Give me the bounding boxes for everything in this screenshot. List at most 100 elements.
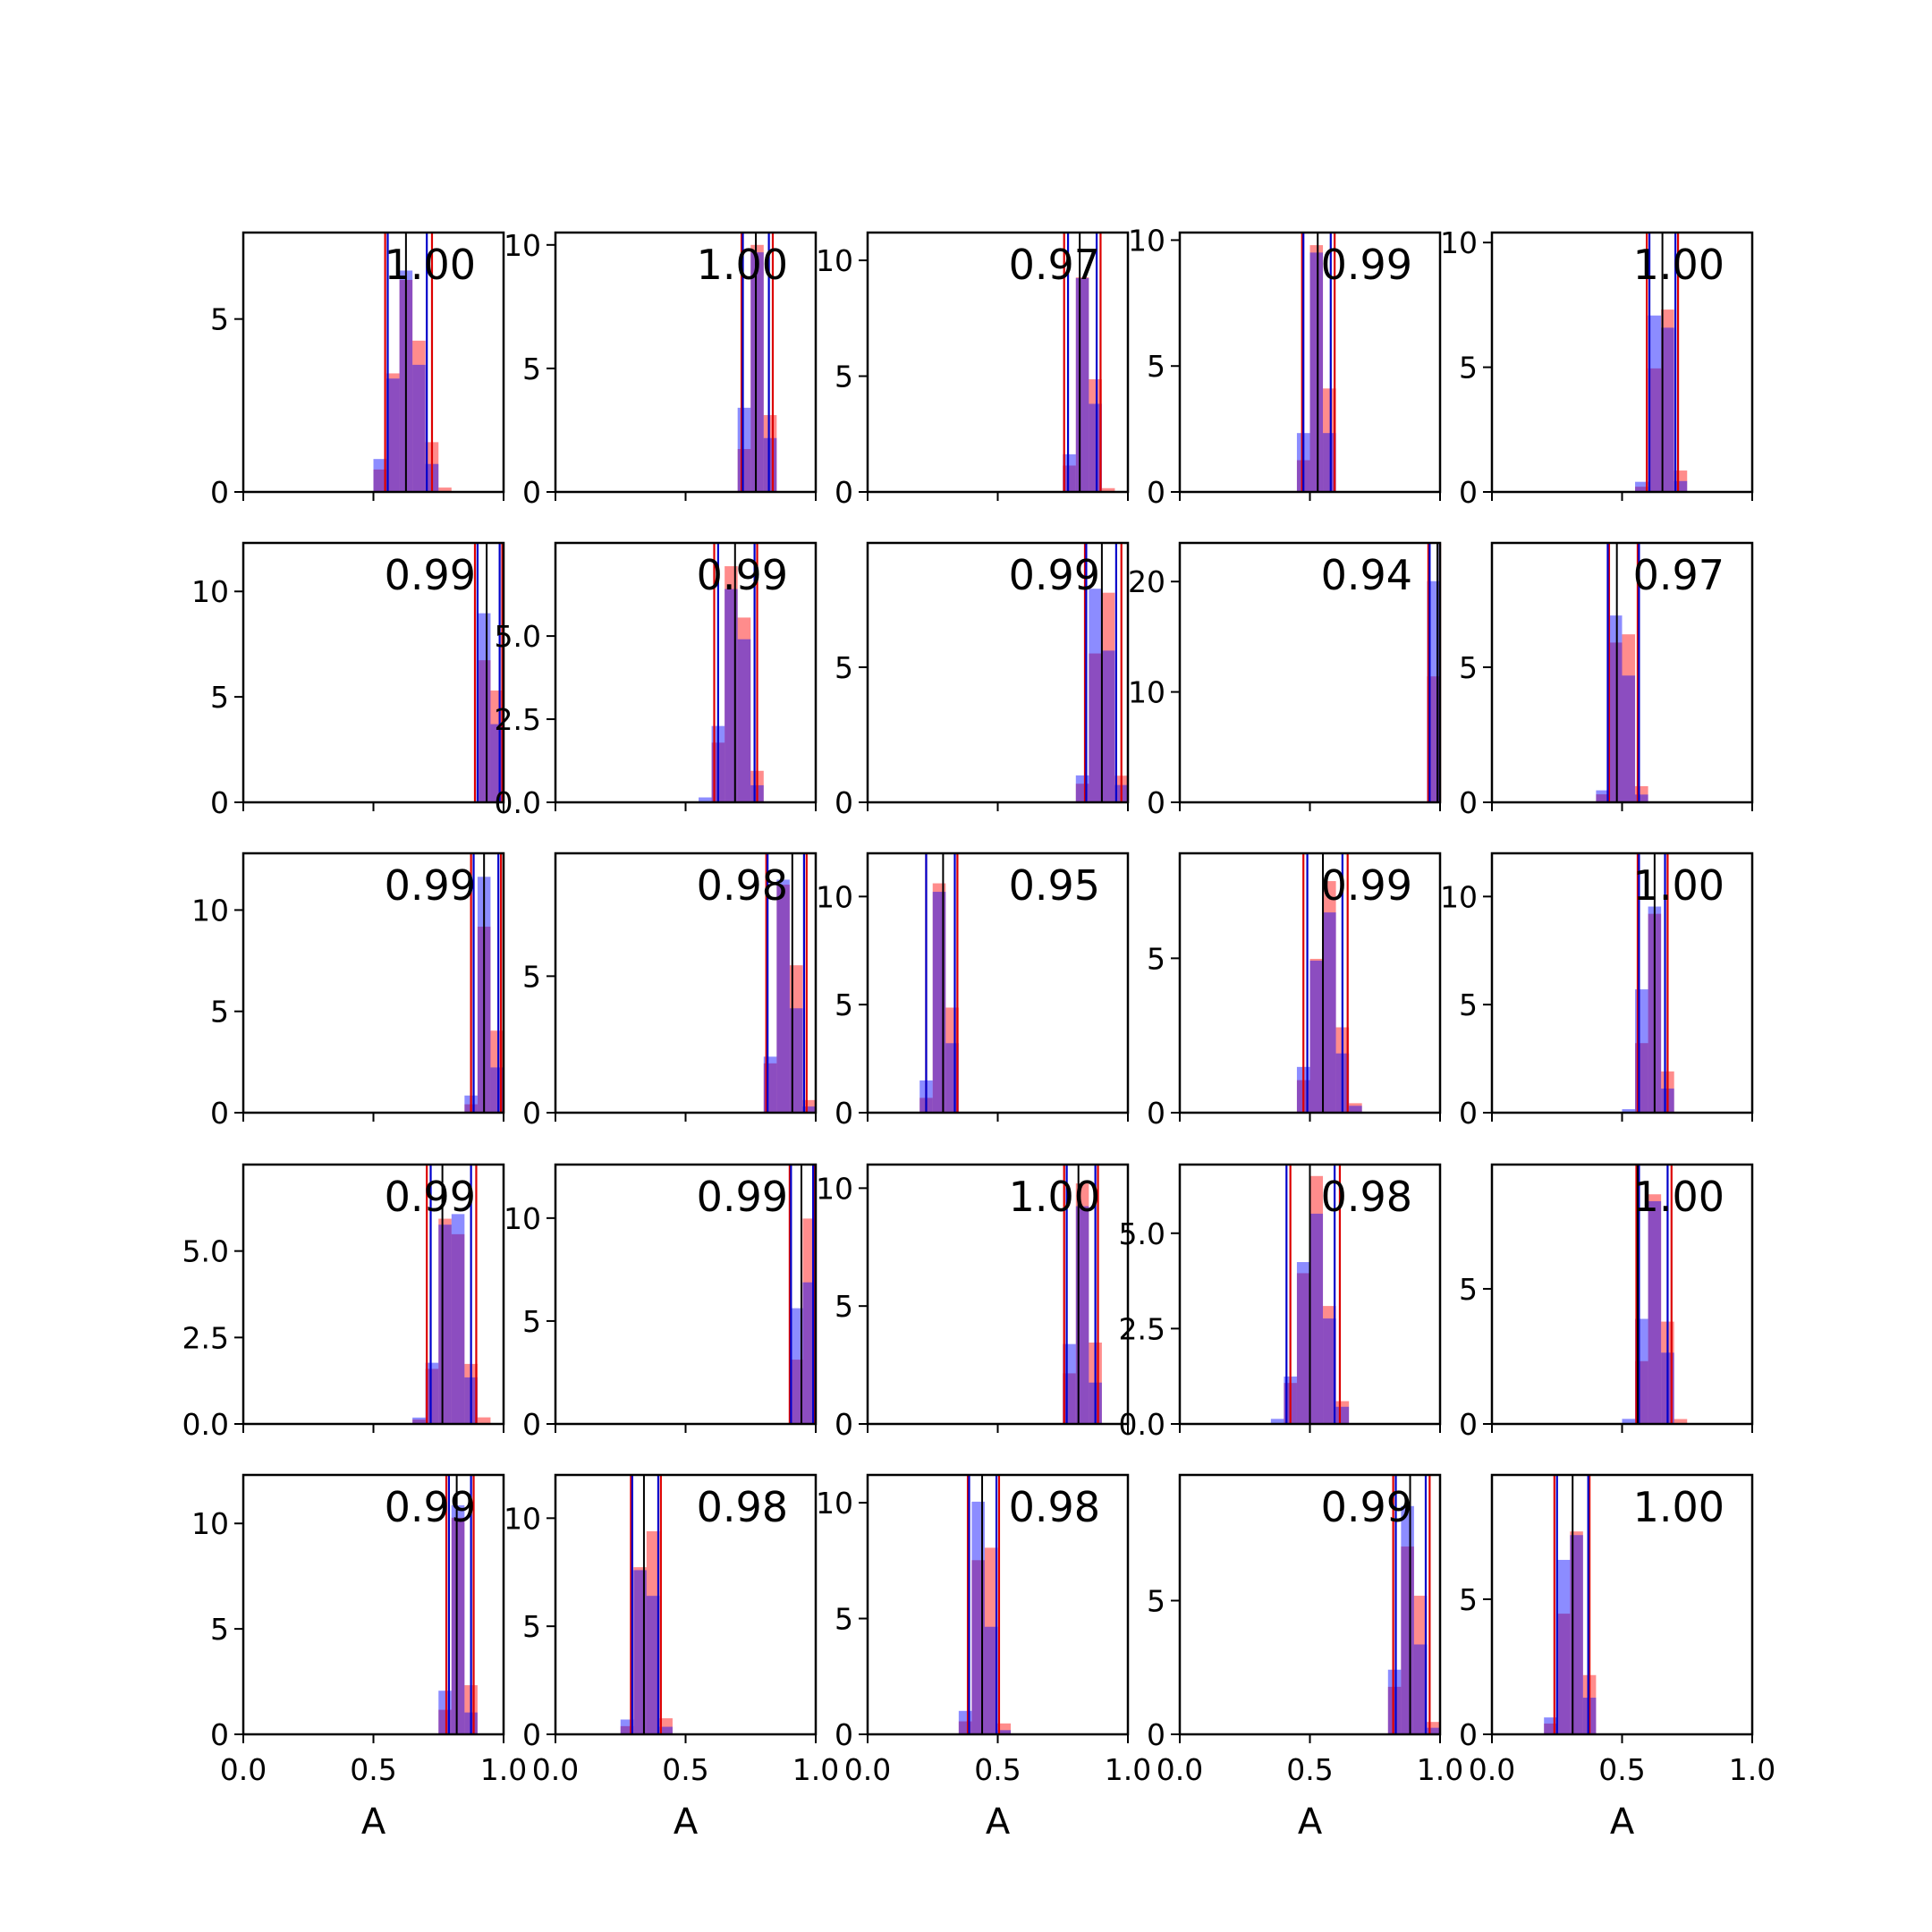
y-tick-label: 5: [1459, 1582, 1478, 1617]
y-tick-label: 0: [835, 1407, 853, 1442]
panel-3-1: 0 5 10 0.99: [191, 852, 505, 1131]
y-tick-label: 10: [816, 1486, 853, 1521]
blue-hist-bar: [438, 1224, 452, 1424]
y-tick-label: 0: [522, 1717, 541, 1752]
y-tick-label: 5: [522, 959, 541, 994]
blue-hist-bar: [1089, 403, 1102, 492]
y-tick-label: 0: [1147, 785, 1165, 820]
y-tick-label: 5: [522, 352, 541, 386]
blue-hist-bar: [1596, 790, 1609, 802]
y-tick-label: 5: [835, 987, 853, 1022]
y-tick-label: 5: [522, 1609, 541, 1644]
coverage-annotation: 0.97: [1633, 551, 1724, 599]
panel-1-1: 051.00: [210, 231, 505, 510]
red-hist-bar: [1309, 1175, 1324, 1424]
y-tick-label: 5.0: [182, 1234, 229, 1269]
y-tick-label: 0: [210, 785, 229, 820]
blue-hist-bar: [1401, 1505, 1414, 1734]
red-hist-bar: [1089, 379, 1102, 492]
y-tick-label: 5.0: [495, 619, 541, 654]
y-tick-label: 5: [1147, 941, 1165, 976]
coverage-annotation: 0.99: [1321, 241, 1412, 289]
panel-4-4: 0.0 2.5 5.0 0.98: [1119, 1163, 1442, 1442]
coverage-annotation: 0.98: [697, 861, 788, 910]
blue-hist-bar: [1661, 327, 1674, 492]
blue-hist-bar: [477, 613, 491, 802]
x-tick-label: 1.0: [792, 1752, 839, 1787]
blue-hist-bar: [1349, 1106, 1362, 1113]
blue-hist-bar: [789, 1308, 803, 1424]
y-tick-label: 10: [504, 1201, 541, 1236]
red-hist-bar: [737, 617, 751, 802]
blue-hist-bar: [451, 1504, 465, 1734]
x-tick-label: 1.0: [480, 1752, 527, 1787]
y-tick-label: 0: [1147, 475, 1165, 510]
y-tick-label: 0: [835, 1717, 853, 1752]
red-hist-bar: [1349, 1103, 1362, 1113]
x-tick-label: 0.0: [1469, 1752, 1515, 1787]
red-hist-bar: [1674, 1419, 1688, 1424]
red-hist-bar: [1101, 592, 1115, 802]
y-tick-label: 10: [191, 893, 229, 928]
panel-3-3: 0 5 10 0.95: [816, 852, 1130, 1131]
blue-hist-bar: [1089, 589, 1102, 802]
y-tick-label: 5: [835, 650, 853, 685]
red-hist-bar: [1661, 309, 1674, 492]
red-hist-bar: [1635, 487, 1648, 492]
x-axis-label: A: [986, 1801, 1011, 1843]
panel-5-1: 0 5 10 0.0 0.5 1.0 A 0.99: [191, 1473, 527, 1843]
blue-hist-bar: [1296, 1262, 1310, 1424]
y-tick-label: 5: [1147, 349, 1165, 384]
red-hist-bar: [438, 487, 452, 492]
y-tick-label: 5: [210, 302, 229, 337]
panel-2-3: 050.99: [835, 541, 1130, 820]
y-tick-label: 0: [522, 475, 541, 510]
y-tick-label: 0.0: [1119, 1407, 1165, 1442]
blue-hist-bar: [1556, 1559, 1571, 1734]
blue-hist-bar: [1635, 481, 1648, 492]
y-tick-label: 5: [210, 995, 229, 1030]
blue-hist-bar: [776, 879, 790, 1113]
x-tick-label: 1.0: [1729, 1752, 1775, 1787]
y-tick-label: 10: [504, 1501, 541, 1536]
blue-hist-bar: [1323, 1318, 1336, 1424]
x-axis-label: A: [361, 1801, 386, 1843]
blue-hist-bar: [1270, 1419, 1284, 1424]
red-hist-bar: [997, 1723, 1012, 1734]
coverage-annotation: 0.98: [697, 1483, 788, 1531]
red-hist-bar: [1101, 487, 1115, 492]
panel-2-2: 0.0 2.5 5.0 0.99: [495, 541, 818, 820]
red-hist-bar: [1648, 1194, 1662, 1424]
panel-2-4: 0 10 20 0.94: [1128, 541, 1442, 820]
red-hist-bar: [1309, 959, 1324, 1113]
panel-4-1: 0.0 2.5 5.0 0.99: [182, 1163, 505, 1442]
red-hist-bar: [412, 1419, 426, 1424]
coverage-annotation: 0.99: [385, 1483, 476, 1531]
y-tick-label: 0: [1459, 1096, 1478, 1131]
y-tick-label: 0: [1459, 1717, 1478, 1752]
y-tick-label: 5: [835, 360, 853, 394]
blue-hist-bar: [997, 1730, 1012, 1734]
blue-hist-bar: [984, 1626, 998, 1734]
red-hist-bar: [451, 1517, 465, 1734]
y-tick-label: 0: [210, 1096, 229, 1131]
red-hist-bar: [789, 1360, 803, 1424]
panel-5-3: 0 5 10 0.0 0.5 1.0 A 0.98: [816, 1473, 1151, 1843]
y-tick-label: 0: [1147, 1717, 1165, 1752]
blue-hist-bar: [1309, 961, 1324, 1113]
y-tick-label: 10: [1440, 879, 1478, 914]
red-hist-bar: [386, 373, 400, 492]
blue-hist-bar: [1622, 1419, 1636, 1424]
panel-1-2: 0 5 10 1.00: [504, 228, 818, 510]
y-tick-label: 0: [835, 1096, 853, 1131]
coverage-annotation: 0.99: [1009, 551, 1100, 599]
coverage-annotation: 0.97: [1009, 241, 1100, 289]
x-tick-label: 1.0: [1417, 1752, 1463, 1787]
coverage-annotation: 0.99: [385, 1173, 476, 1221]
red-hist-bar: [659, 1718, 673, 1734]
blue-hist-bar: [737, 407, 751, 492]
blue-hist-bar: [1101, 650, 1115, 802]
y-tick-label: 0.0: [495, 785, 541, 820]
